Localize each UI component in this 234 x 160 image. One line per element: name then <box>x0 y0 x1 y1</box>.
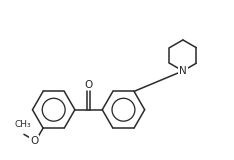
Text: N: N <box>179 66 187 76</box>
Text: O: O <box>30 136 38 146</box>
Text: CH₃: CH₃ <box>14 120 31 129</box>
Text: O: O <box>84 80 93 90</box>
